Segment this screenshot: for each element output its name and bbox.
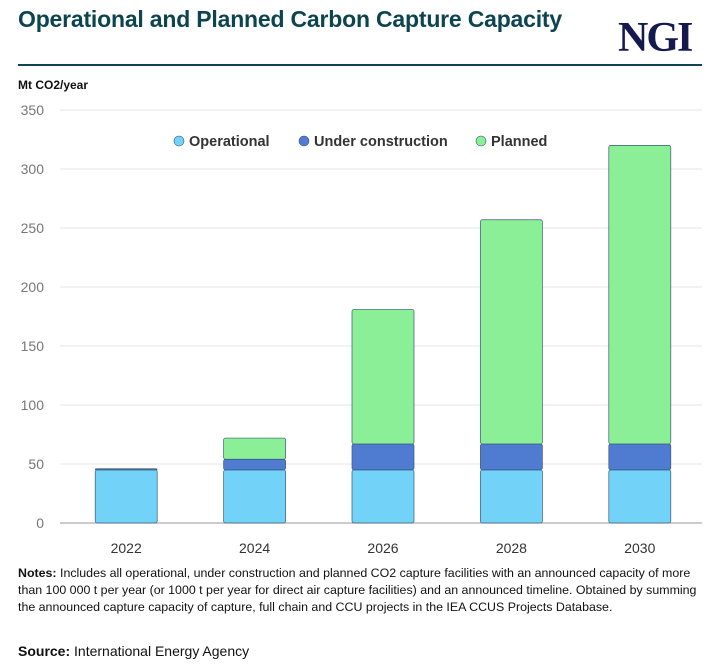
y-tick-label: 250 [21,220,45,236]
legend-label: Under construction [314,134,448,150]
source-label: Source: [18,643,71,659]
legend-marker [173,135,185,147]
bar-under-construction [351,443,415,471]
source: Source: International Energy Agency [18,643,249,659]
x-tick-label: 2028 [496,540,527,556]
x-tick-label: 2030 [624,540,655,556]
source-text: International Energy Agency [70,643,250,659]
bar-planned [223,437,286,460]
bar-chart: 0 50 100 150 200 250 300 350 2022 2024 2026 2028 203… [21,102,702,556]
bar-planned [351,309,415,445]
y-axis-label: Mt CO2/year [18,78,89,92]
bar-under-construction [480,443,543,471]
notes-text: Includes all operational, under construc… [18,566,697,614]
x-tick-label: 2024 [239,540,270,556]
y-tick-label: 150 [21,338,45,354]
bar-under-construction [94,468,158,471]
bar-under-construction [608,443,672,471]
y-tick-label: 0 [36,515,44,531]
legend-marker [475,135,487,147]
chart-title: Operational and Planned Carbon Capture C… [18,6,562,32]
title-divider [18,64,702,66]
bar-operational [94,469,158,524]
y-tick-label: 50 [28,456,44,472]
bar-planned [608,145,672,445]
x-tick-label: 2026 [367,540,398,556]
notes: Notes: Includes all operational, under c… [18,565,708,616]
notes-label: Notes: [18,566,57,580]
bar-under-construction [223,458,286,471]
legend-label: Operational [189,134,270,150]
y-tick-label: 100 [21,397,45,413]
x-tick-label: 2022 [111,540,142,556]
bar-planned [480,219,543,445]
y-tick-label: 200 [21,279,45,295]
bar-operational [351,469,415,524]
bar-operational [223,469,286,524]
ngi-logo: NGI [618,15,693,61]
legend-label: Planned [491,134,547,150]
y-tick-label: 300 [21,161,45,177]
y-tick-label: 350 [21,102,45,118]
bar-operational [608,469,672,524]
bar-operational [480,469,543,524]
legend-marker [298,135,310,147]
